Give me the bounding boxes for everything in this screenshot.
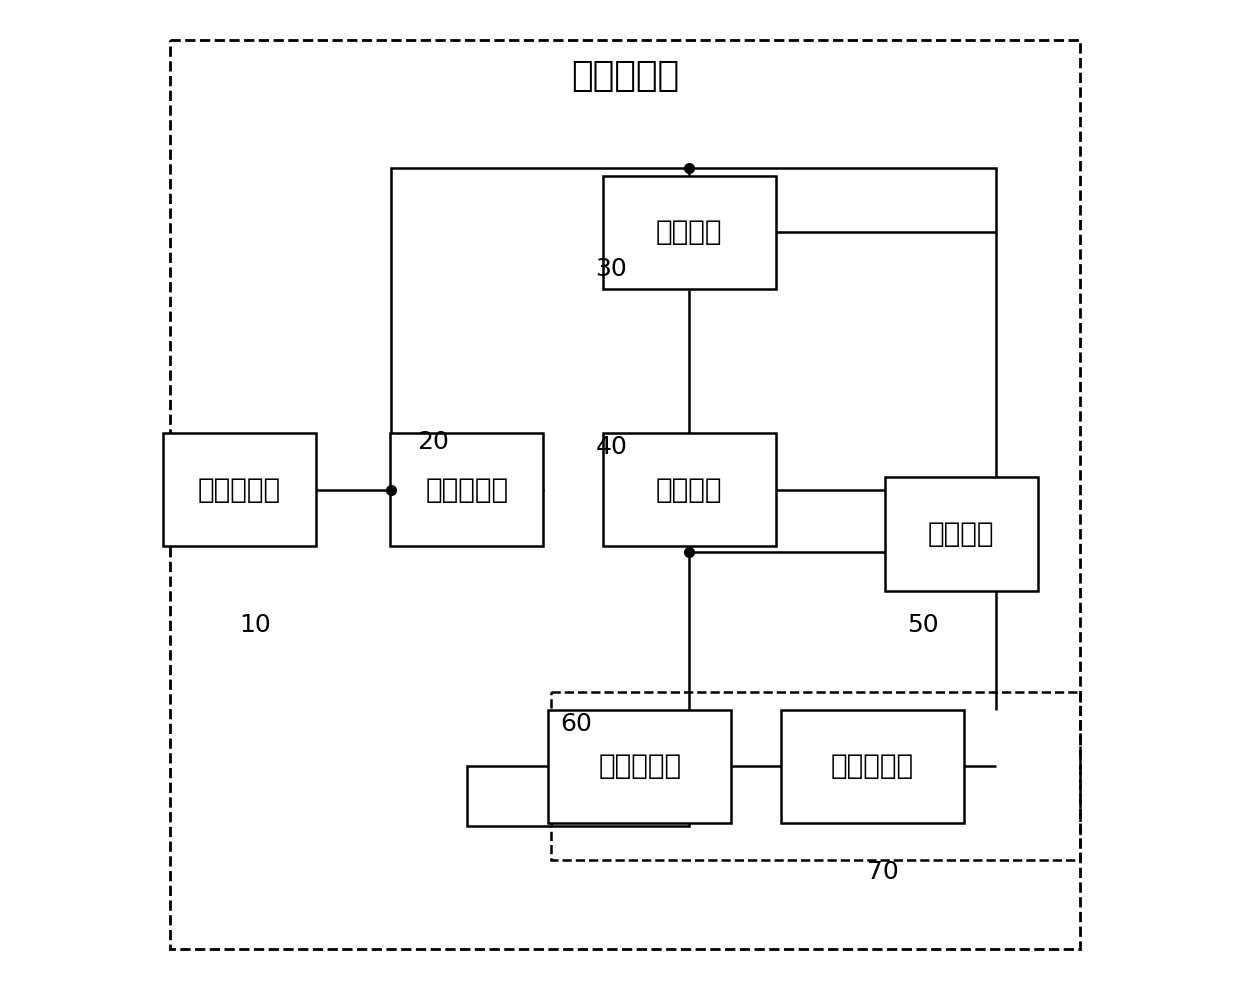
Bar: [603, 433, 776, 546]
Bar: [548, 710, 732, 823]
Text: 10: 10: [239, 613, 272, 637]
Text: 70: 70: [867, 860, 899, 884]
Text: 跨阻放大器: 跨阻放大器: [598, 753, 681, 780]
Bar: [884, 478, 1038, 591]
Text: 放电电路: 放电电路: [928, 520, 994, 548]
Text: 光电探测器: 光电探测器: [831, 753, 914, 780]
Text: 缓上电电路: 缓上电电路: [425, 476, 508, 503]
Bar: [391, 433, 543, 546]
Bar: [603, 176, 776, 290]
Text: 40: 40: [595, 435, 627, 459]
Bar: [162, 433, 316, 546]
Text: 光模块电路: 光模块电路: [570, 59, 680, 93]
Text: 50: 50: [906, 613, 939, 637]
Text: 电源电路: 电源电路: [656, 476, 723, 503]
Text: 分压电路: 分压电路: [656, 219, 723, 246]
Text: 电源输入端: 电源输入端: [197, 476, 280, 503]
Bar: [551, 692, 1080, 860]
Bar: [781, 710, 963, 823]
Text: 60: 60: [560, 712, 593, 736]
Text: 20: 20: [417, 430, 449, 454]
Text: 30: 30: [595, 257, 627, 281]
